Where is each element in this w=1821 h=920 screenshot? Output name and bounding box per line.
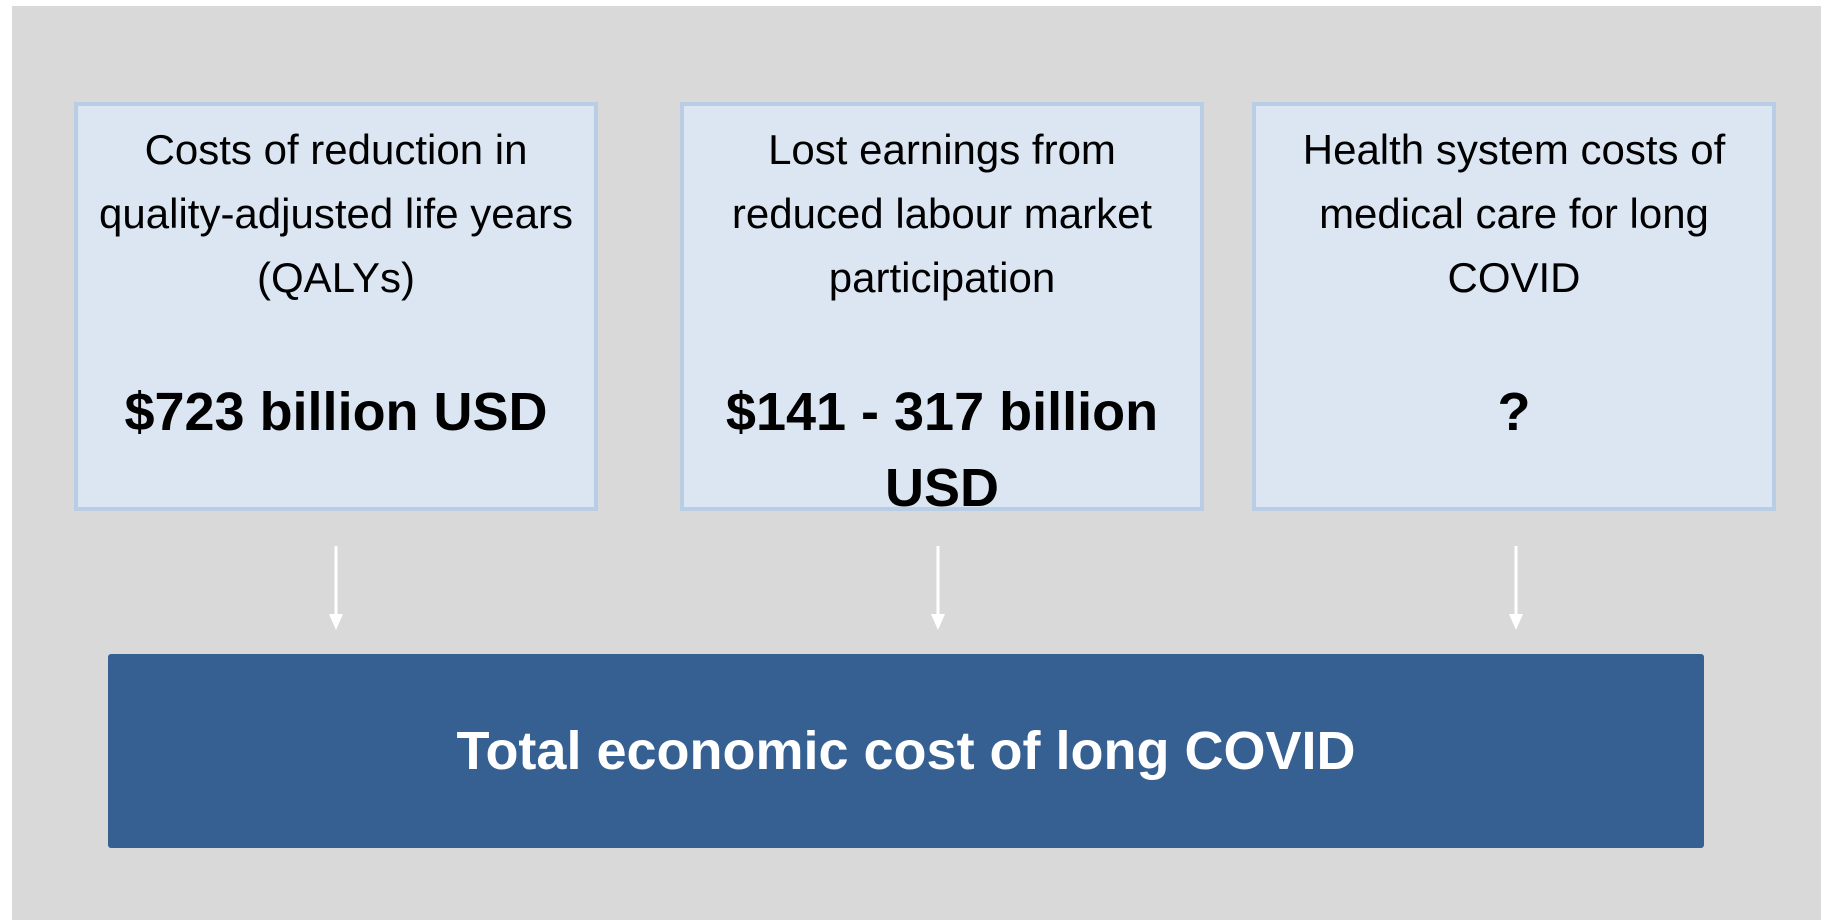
diagram: Costs of reduction in quality-adjusted l… (12, 6, 1821, 920)
box-label: Lost earnings from reduced labour market… (731, 126, 1153, 301)
box-value: $141 - 317 billion USD (725, 382, 1159, 518)
cost-box: Lost earnings from reduced labour market… (680, 102, 1204, 518)
box-value: ? (1497, 382, 1531, 442)
cost-box: Costs of reduction in quality-adjusted l… (74, 102, 598, 511)
total-box: Total economic cost of long COVID (108, 654, 1704, 848)
box-label: Costs of reduction in quality-adjusted l… (99, 126, 573, 301)
box-label: Health system costs of medical care for … (1302, 126, 1726, 301)
arrow (329, 546, 343, 630)
arrow (931, 546, 945, 630)
total-label: Total economic cost of long COVID (456, 721, 1356, 781)
box-value: $723 billion USD (124, 382, 548, 442)
cost-box: Health system costs of medical care for … (1252, 102, 1776, 511)
arrow (1509, 546, 1523, 630)
